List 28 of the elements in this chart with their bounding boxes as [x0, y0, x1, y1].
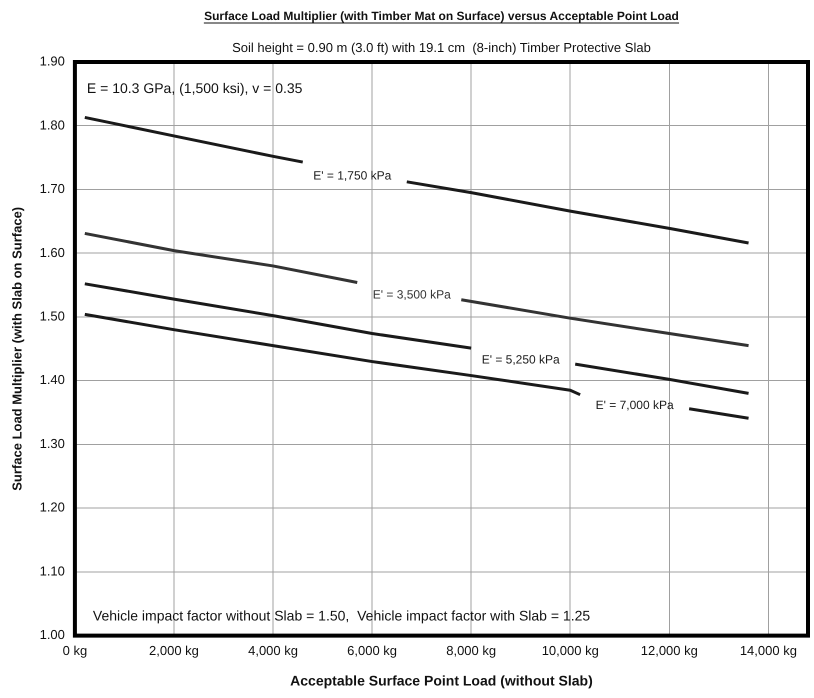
y-tick-label: 1.80	[40, 117, 65, 132]
x-axis-title: Acceptable Surface Point Load (without Slab)	[290, 672, 593, 688]
x-tick-label: 0 kg	[62, 642, 88, 658]
series-label: E' = 7,000 kPa	[596, 398, 674, 412]
y-tick-label: 1.70	[40, 181, 65, 196]
x-tick-label: 6,000 kg	[347, 642, 398, 658]
x-tick-label: 12,000 kg	[640, 642, 698, 658]
annotation: E = 10.3 GPa, (1,500 ksi), v = 0.35	[86, 80, 303, 96]
y-tick-label: 1.90	[40, 54, 65, 69]
series-label: E' = 3,500 kPa	[372, 287, 452, 302]
x-tick-label: 10,000 kg	[542, 642, 599, 658]
y-tick-label: 1.60	[40, 244, 65, 260]
y-axis-title: Surface Load Multiplier (with Slab on Surface)	[9, 206, 24, 491]
series-label: E' = 1,750 kPa	[313, 168, 392, 182]
x-tick-label: 4,000 kg	[248, 642, 298, 658]
y-tick-label: 1.40	[40, 372, 65, 388]
y-tick-label: 1.00	[40, 627, 65, 642]
y-tick-label: 1.10	[40, 563, 65, 578]
series-label: E' = 5,250 kPa	[482, 352, 560, 366]
x-tick-label: 14,000 kg	[740, 642, 797, 658]
x-tick-label: 2,000 kg	[149, 642, 199, 658]
y-tick-label: 1.20	[40, 500, 65, 515]
y-tick-label: 1.50	[40, 308, 65, 324]
chart-subtitle: Soil height = 0.90 m (3.0 ft) with 19.1 cm (8-inch) Timber Protective Slab	[232, 40, 651, 55]
x-tick-label: 8,000 kg	[446, 642, 496, 658]
annotation: Vehicle impact factor without Slab = 1.50, Vehicle impact factor with Slab = 1.25	[92, 607, 590, 624]
y-tick-label: 1.30	[40, 436, 65, 451]
chart-title: Surface Load Multiplier (with Timber Mat on Surface) versus Acceptable Point Load	[204, 9, 679, 23]
